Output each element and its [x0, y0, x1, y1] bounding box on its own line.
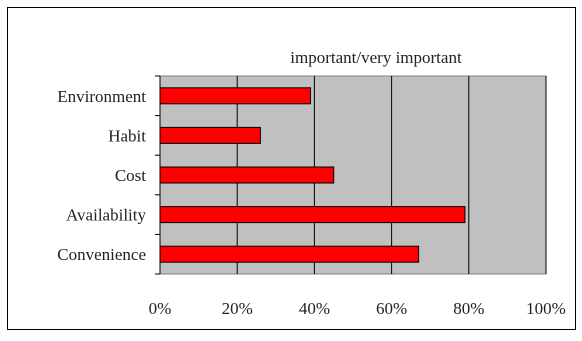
- bar-availability: [159, 206, 466, 224]
- chart-title: important/very important: [290, 48, 462, 67]
- x-tick-label: 80%: [453, 299, 484, 318]
- bar-habit: [159, 126, 261, 144]
- y-tick-label: Habit: [108, 126, 146, 145]
- y-tick-label: Availability: [66, 206, 146, 225]
- y-tick-label: Environment: [57, 87, 146, 106]
- y-tick-label: Convenience: [57, 245, 146, 264]
- y-axis-labels: Environment Habit Cost Availability Convenie…: [57, 87, 146, 264]
- y-tick-label: Cost: [115, 166, 146, 185]
- bar-convenience: [159, 245, 420, 263]
- x-tick-label: 100%: [526, 299, 566, 318]
- bar-cost: [159, 166, 335, 184]
- x-tick-label: 40%: [299, 299, 330, 318]
- x-tick-label: 0%: [149, 299, 172, 318]
- x-tick-label: 20%: [222, 299, 253, 318]
- bar-environment: [159, 87, 312, 105]
- y-axis: [155, 75, 161, 275]
- x-axis-labels: 0% 20% 40% 60% 80% 100%: [149, 299, 566, 318]
- x-tick-label: 60%: [376, 299, 407, 318]
